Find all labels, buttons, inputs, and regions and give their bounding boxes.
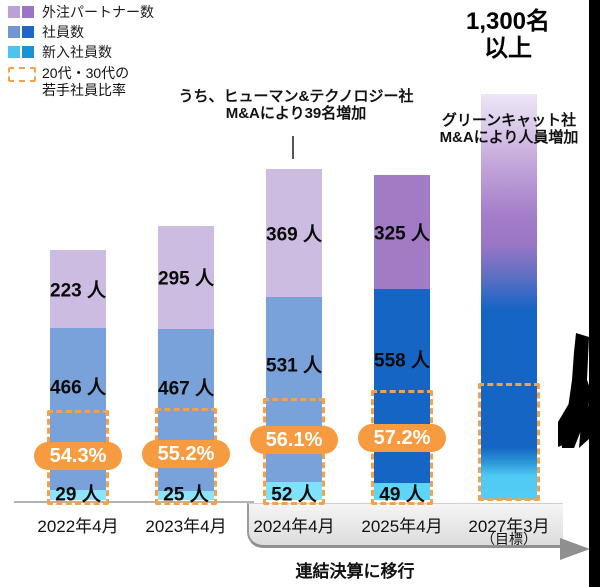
bar-segment-new-hires	[374, 482, 430, 500]
bar-segment-partners	[266, 168, 322, 297]
swatch-partners-dark	[22, 6, 34, 18]
bar-segment-partners	[50, 249, 106, 328]
annotation-ma-2027: グリーンキャット社 M&Aにより人員増加	[420, 112, 598, 146]
bar-value-label: 52 人	[271, 484, 317, 506]
bar-value-label: 223 人	[50, 280, 106, 302]
bar-segment-partners	[158, 225, 214, 329]
legend-item-youth-ratio: 20代・30代の 若手社員比率	[8, 65, 154, 99]
legend-item-employees: 社員数	[8, 22, 154, 42]
annotation-ma-2024: うち、ヒューマン&テクノロジー社 M&Aにより39名増加	[172, 88, 420, 122]
legend-label-youth-ratio-line2: 若手社員比率	[42, 82, 126, 98]
legend-label-new-hires: 新入社員数	[42, 44, 112, 60]
bar-value-label: 558 人	[374, 350, 430, 372]
bar-value-label: 49 人	[379, 484, 425, 506]
bar-value-label: 29 人	[55, 484, 101, 506]
swatch-new-hires-light	[8, 46, 20, 58]
bar-value-label: 325 人	[374, 223, 430, 245]
legend-label-partners: 外注パートナー数	[42, 4, 154, 20]
bar-segment-new-hires	[158, 491, 214, 500]
legend-label-employees: 社員数	[42, 24, 84, 40]
cropped-black-shape	[558, 333, 590, 448]
bar-segment-partners	[374, 175, 430, 289]
x-axis-label: 2022年4月	[37, 517, 119, 536]
swatch-employees-light	[8, 26, 20, 38]
legend: 外注パートナー数 社員数 新入社員数 20代・30代の 若手社員比率	[8, 2, 154, 99]
x-axis-label: 2024年4月	[253, 517, 335, 536]
bar-value-label: 25 人	[163, 484, 209, 506]
swatch-new-hires-dark	[22, 46, 34, 58]
swatch-employees-dark	[22, 26, 34, 38]
x-axis-label: 2023年4月	[145, 517, 227, 536]
youth-ratio-pill: 54.3%	[34, 442, 122, 470]
bar-value-label: 466 人	[50, 377, 106, 399]
annotation-ma-2027-line2: M&Aにより人員増加	[439, 129, 579, 146]
swatch-partners-light	[8, 6, 20, 18]
axis-baseline	[14, 501, 254, 503]
youth-ratio-pill: 56.1%	[250, 426, 338, 454]
legend-label-youth-ratio: 20代・30代の 若手社員比率	[42, 65, 129, 99]
cropped-black-edge	[589, 0, 600, 587]
consolidation-period-box	[247, 503, 563, 548]
bar-value-label: 467 人	[158, 378, 214, 400]
consolidation-transition-label: 連結決算に移行	[295, 562, 415, 581]
annotation-ma-2024-line1: うち、ヒューマン&テクノロジー社	[178, 88, 414, 105]
target-headline-line1: 1,300名	[465, 8, 551, 35]
goal-sublabel: （目標）	[481, 531, 537, 547]
legend-item-partners: 外注パートナー数	[8, 2, 154, 22]
youth-ratio-pill: 57.2%	[358, 424, 446, 452]
x-axis-label: 2025年4月	[361, 517, 443, 536]
bar-2027-gradient	[481, 94, 537, 500]
annotation-ma-2027-line1: グリーンキャット社	[441, 112, 577, 129]
bar-value-label: 295 人	[158, 268, 214, 290]
bar-segment-new-hires	[266, 481, 322, 500]
bar-segment-new-hires	[50, 489, 106, 500]
youth-ratio-box	[478, 383, 540, 501]
annotation-ma-2024-line2: M&Aにより39名増加	[225, 105, 367, 122]
bar-value-label: 531 人	[266, 355, 322, 377]
legend-label-youth-ratio-line1: 20代・30代の	[42, 65, 130, 81]
x-axis-label: 2027年3月	[468, 517, 550, 536]
timeline-arrow-icon	[560, 538, 590, 560]
legend-item-new-hires: 新入社員数	[8, 42, 154, 62]
target-headline-line2: 以上	[484, 35, 532, 62]
target-headline: 1,300名 以上	[428, 8, 588, 62]
swatch-youth-ratio-dashed	[8, 67, 36, 82]
bar-value-label: 369 人	[266, 224, 322, 246]
annotation-connector-line	[292, 136, 294, 159]
youth-ratio-pill: 55.2%	[142, 440, 230, 468]
